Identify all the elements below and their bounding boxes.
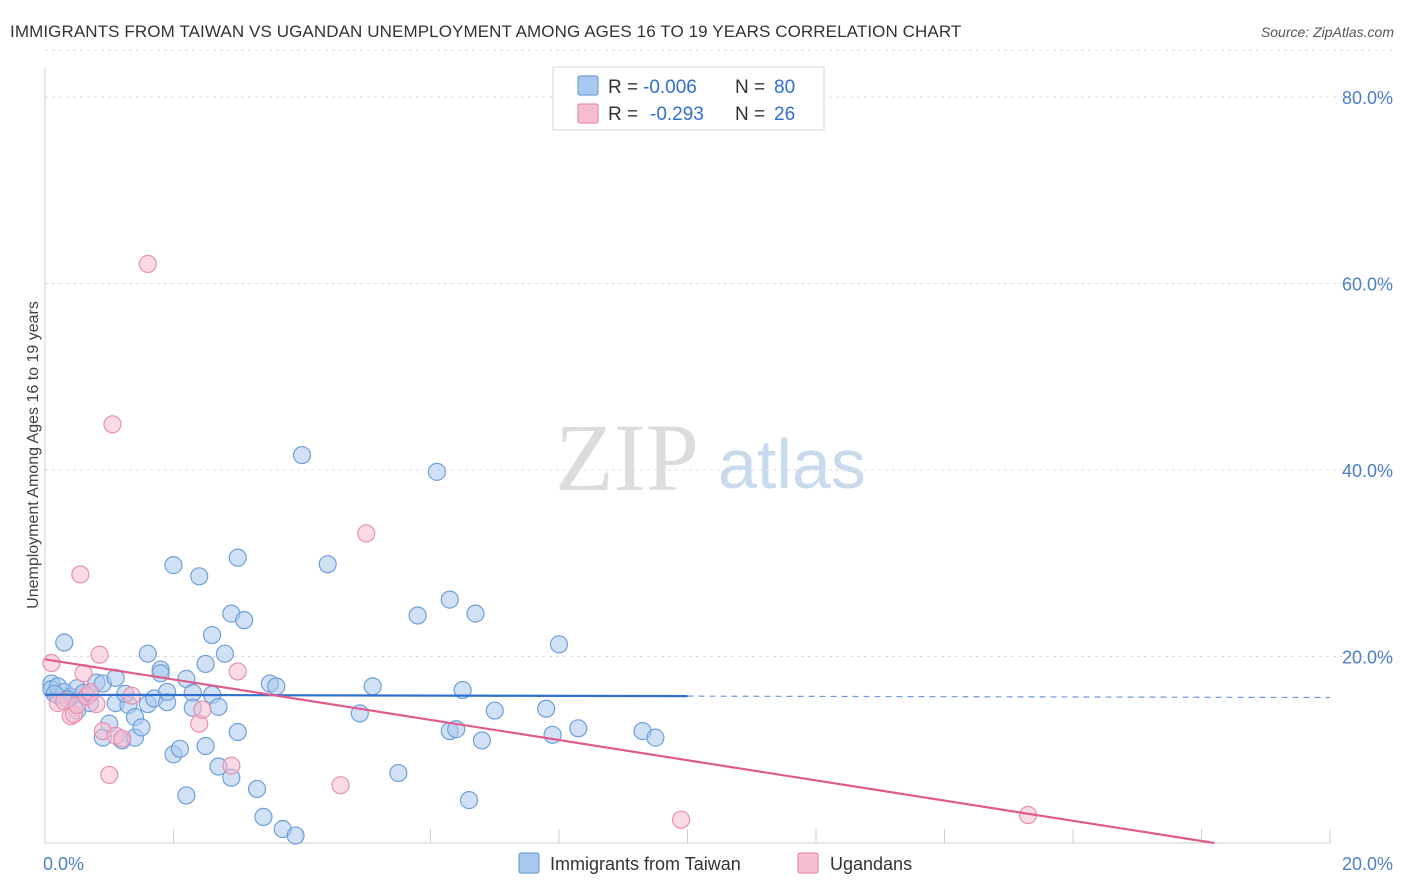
- data-point-taiwan: [466, 604, 485, 623]
- bottom-legend-swatch-ugandans: [797, 852, 819, 874]
- data-point-taiwan: [209, 697, 228, 716]
- data-point-ugandans: [138, 254, 157, 274]
- data-point-taiwan: [472, 731, 491, 750]
- gridlines: [45, 49, 1393, 657]
- data-point-ugandans: [42, 653, 61, 673]
- trend-line-ugandans: [44, 658, 1215, 845]
- data-point-taiwan: [292, 445, 312, 465]
- legend-swatch-ugandans: [577, 103, 599, 124]
- data-point-ugandans: [100, 765, 119, 785]
- legend-r-value-taiwan: -0.006: [643, 77, 697, 98]
- data-point-taiwan: [453, 680, 472, 700]
- data-point-taiwan: [157, 682, 177, 702]
- y-tick-label: 20.0%: [1342, 648, 1393, 668]
- legend-n-label-ugandans: N =: [735, 104, 765, 125]
- series-ugandans-points: [42, 254, 1038, 829]
- data-point-taiwan: [569, 719, 588, 738]
- legend-r-label-ugandans: R =: [608, 104, 638, 125]
- data-point-ugandans: [228, 662, 247, 681]
- legend-n-value-ugandans: 26: [774, 104, 795, 125]
- legend-n-label-taiwan: N =: [735, 77, 765, 98]
- data-point-taiwan: [235, 611, 254, 630]
- data-point-ugandans: [331, 776, 350, 795]
- data-point-taiwan: [55, 633, 74, 652]
- data-point-ugandans: [87, 694, 106, 714]
- watermark-atlas: atlas: [718, 425, 866, 503]
- data-point-ugandans: [103, 415, 122, 434]
- legend-n-value-taiwan: 80: [774, 77, 795, 98]
- bottom-legend-label-taiwan: Immigrants from Taiwan: [550, 854, 741, 874]
- data-point-taiwan: [408, 606, 427, 625]
- legend-r-label-taiwan: R =: [608, 77, 638, 98]
- data-point-taiwan: [459, 791, 479, 810]
- source-label: Source: ZipAtlas.com: [1260, 24, 1394, 40]
- data-point-taiwan: [389, 763, 408, 783]
- watermark: ZIP atlas: [555, 404, 866, 511]
- legend-r-value-ugandans: -0.293: [650, 104, 704, 125]
- data-point-taiwan: [485, 701, 504, 720]
- bottom-legend-swatch-taiwan: [518, 852, 540, 874]
- data-point-taiwan: [138, 644, 157, 663]
- x-tick-label: 0.0%: [43, 854, 84, 874]
- data-point-taiwan: [318, 555, 337, 574]
- y-tick-labels: 20.0% 40.0% 60.0% 80.0%: [1342, 88, 1393, 668]
- data-point-taiwan: [228, 548, 247, 567]
- x-tick-labels: 0.0% 20.0%: [43, 854, 1393, 874]
- data-point-taiwan: [363, 677, 382, 696]
- data-point-taiwan: [254, 807, 273, 826]
- data-point-taiwan: [549, 635, 569, 654]
- legend: R = -0.006 N = 80 R = -0.293 N = 26: [552, 66, 825, 131]
- data-point-taiwan: [177, 786, 196, 805]
- y-tick-label: 80.0%: [1342, 88, 1393, 108]
- data-point-taiwan: [196, 654, 215, 674]
- data-point-taiwan: [646, 728, 665, 747]
- trend-line-extension-taiwan: [687, 695, 1331, 699]
- data-point-taiwan: [228, 722, 247, 742]
- data-point-taiwan: [196, 736, 215, 756]
- axes: [44, 68, 1331, 844]
- data-point-taiwan: [170, 739, 190, 758]
- legend-swatch-taiwan: [577, 75, 599, 96]
- bottom-legend: Immigrants from Taiwan Ugandans: [518, 852, 912, 874]
- data-point-ugandans: [112, 729, 132, 748]
- data-point-ugandans: [193, 700, 212, 719]
- data-point-taiwan: [440, 590, 459, 609]
- data-point-ugandans: [671, 810, 691, 829]
- trend-line-taiwan: [44, 693, 688, 698]
- data-point-taiwan: [132, 718, 151, 737]
- data-point-taiwan: [190, 567, 209, 586]
- data-point-ugandans: [222, 756, 241, 775]
- data-point-ugandans: [357, 524, 376, 543]
- data-point-taiwan: [247, 779, 267, 799]
- data-point-taiwan: [215, 644, 234, 663]
- y-axis-label: Unemployment Among Ages 16 to 19 years: [25, 301, 42, 609]
- data-point-taiwan: [164, 556, 183, 575]
- data-point-ugandans: [90, 645, 109, 664]
- data-point-taiwan: [537, 699, 556, 718]
- y-tick-label: 60.0%: [1342, 275, 1393, 295]
- bottom-legend-label-ugandans: Ugandans: [830, 854, 912, 874]
- y-tick-label: 40.0%: [1342, 461, 1393, 481]
- watermark-zip: ZIP: [555, 404, 699, 511]
- chart-title: IMMIGRANTS FROM TAIWAN VS UGANDAN UNEMPL…: [10, 22, 962, 41]
- data-point-taiwan: [267, 677, 286, 696]
- data-point-taiwan: [286, 826, 305, 845]
- data-point-ugandans: [71, 565, 90, 584]
- data-point-taiwan: [202, 625, 222, 645]
- trend-lines: [44, 658, 1331, 845]
- x-tick-label: 20.0%: [1342, 854, 1393, 874]
- data-point-taiwan: [427, 462, 447, 481]
